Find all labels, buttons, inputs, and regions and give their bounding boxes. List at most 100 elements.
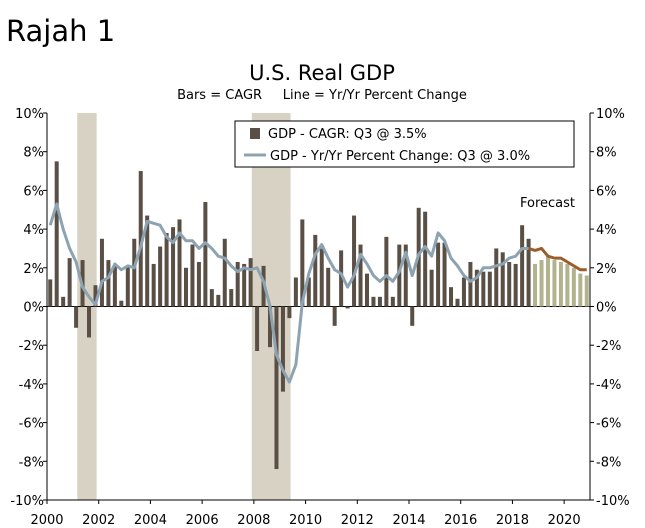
bar-24	[203, 202, 208, 307]
bar-30	[242, 263, 247, 307]
bar-32	[255, 306, 260, 352]
bar-60	[436, 242, 441, 307]
legend-bar-label: GDP - CAGR: Q3 @ 3.5%	[268, 127, 427, 142]
bar-67	[481, 271, 486, 307]
y-tick-right-8: -6%	[596, 417, 621, 432]
x-tick-5: 2010	[289, 513, 322, 528]
bar-59	[429, 269, 434, 307]
x-tick-1: 2002	[82, 513, 115, 528]
bar-17	[158, 246, 163, 307]
bar-forecast-4	[558, 261, 563, 307]
bar-51	[377, 296, 382, 307]
x-tick-7: 2014	[392, 513, 425, 528]
bar-forecast-1	[539, 260, 544, 307]
figure-label: Rajah 1	[6, 14, 116, 48]
y-tick-left-3: 4%	[23, 223, 44, 238]
y-tick-left-8: -6%	[19, 417, 44, 432]
bar-27	[222, 238, 227, 307]
y-tick-right-2: 6%	[596, 184, 617, 199]
bar-10	[112, 265, 117, 307]
x-tick-3: 2006	[186, 513, 219, 528]
bar-48	[358, 244, 363, 307]
bar-23	[196, 261, 201, 307]
bar-forecast-7	[578, 273, 583, 307]
bar-56	[410, 306, 415, 326]
x-tick-4: 2008	[237, 513, 270, 528]
bar-forecast-0	[533, 263, 538, 307]
bar-35	[274, 306, 279, 470]
forecast-line	[528, 246, 587, 272]
y-tick-left-10: -10%	[10, 494, 44, 509]
bar-46	[345, 306, 350, 309]
bar-22	[190, 244, 195, 307]
forecast-annotation: Forecast	[520, 196, 575, 211]
bar-39	[300, 219, 305, 307]
bar-forecast-2	[545, 256, 550, 307]
bar-11	[119, 300, 124, 307]
bar-29	[235, 261, 240, 307]
bar-44	[332, 306, 337, 326]
bar-15	[145, 215, 150, 307]
bar-21	[183, 267, 188, 307]
bar-36	[280, 306, 285, 392]
bar-69	[494, 248, 499, 307]
x-tick-0: 2000	[30, 513, 63, 528]
bar-forecast-8	[584, 275, 589, 307]
bar-70	[500, 252, 505, 307]
bar-28	[229, 289, 234, 307]
y-tick-right-0: 10%	[596, 107, 625, 122]
y-tick-left-1: 8%	[23, 146, 44, 161]
bar-9	[106, 260, 111, 307]
bar-31	[248, 258, 253, 307]
y-tick-right-7: -4%	[596, 378, 621, 393]
bar-43	[326, 267, 331, 307]
bar-26	[216, 294, 221, 307]
bar-53	[390, 296, 395, 307]
bar-12	[125, 265, 130, 307]
y-tick-left-2: 6%	[23, 184, 44, 199]
x-tick-9: 2018	[496, 513, 529, 528]
x-tick-8: 2016	[444, 513, 477, 528]
bar-2	[61, 296, 66, 307]
legend-line-label: GDP - Yr/Yr Percent Change: Q3 @ 3.0%	[270, 149, 530, 164]
bar-50	[371, 296, 376, 307]
y-tick-left-9: -8%	[19, 455, 44, 470]
bar-7	[93, 285, 98, 307]
y-tick-right-3: 4%	[596, 223, 617, 238]
bar-6	[87, 306, 92, 338]
bar-65	[468, 261, 473, 307]
bar-4	[74, 306, 79, 328]
bar-62	[449, 287, 454, 307]
bar-34	[268, 306, 273, 348]
bar-13	[132, 238, 137, 307]
bar-66	[474, 269, 479, 307]
y-tick-left-0: 10%	[15, 107, 44, 122]
legend-bar-swatch	[250, 128, 260, 139]
y-tick-right-6: -2%	[596, 339, 621, 354]
y-tick-right-1: 8%	[596, 146, 617, 161]
x-tick-10: 2020	[548, 513, 581, 528]
bar-1	[54, 161, 59, 307]
x-axis: 2000 2002 2004 2006 2008 2010 2012 2014 2016 2018…	[30, 500, 581, 528]
bar-54	[397, 244, 402, 307]
legend: GDP - CAGR: Q3 @ 3.5% GDP - Yr/Yr Percen…	[234, 120, 575, 168]
bar-19	[171, 227, 176, 307]
y-tick-right-9: -8%	[596, 455, 621, 470]
bar-18	[164, 232, 169, 307]
y-tick-left-7: -4%	[19, 378, 44, 393]
bar-58	[423, 211, 428, 307]
bar-40	[306, 277, 311, 307]
chart-subtitle: Bars = CAGR Line = Yr/Yr Percent Change	[177, 88, 467, 103]
bar-74	[526, 238, 531, 307]
y-tick-left-5: 0%	[23, 301, 44, 316]
line-series	[48, 202, 587, 384]
bar-25	[209, 289, 214, 307]
y-tick-right-5: 0%	[596, 301, 617, 316]
y-tick-left-6: -2%	[19, 339, 44, 354]
bar-71	[507, 261, 512, 307]
y-tick-right-4: 2%	[596, 262, 617, 277]
bar-72	[513, 263, 518, 307]
bar-8	[99, 238, 104, 307]
yoy-line	[48, 202, 529, 384]
